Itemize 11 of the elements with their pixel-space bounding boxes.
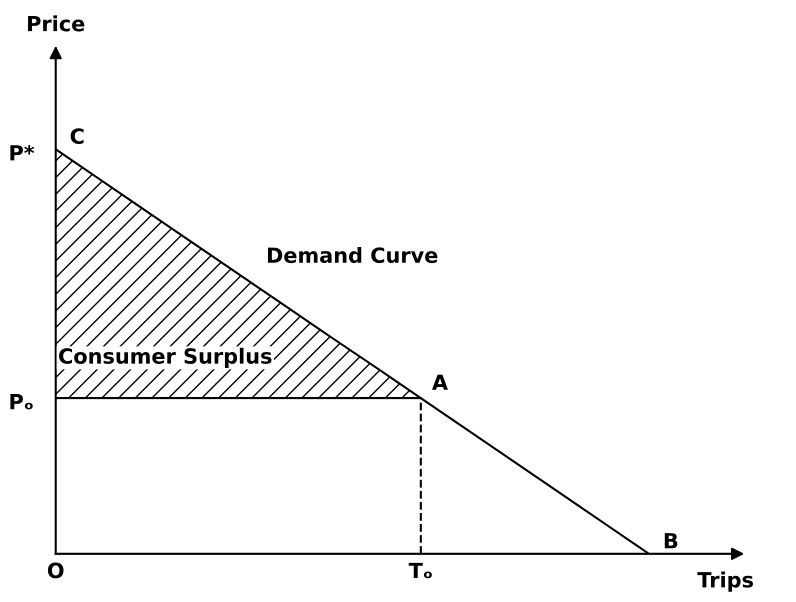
annotation: P* [10,144,34,160]
x-tick-label: O [48,562,64,578]
annotation: A [432,374,448,390]
series-label: Demand Curve [268,246,438,264]
series-label: Consumer Surplus [59,348,272,368]
x-tick-label: Tₒ [408,562,432,578]
annotation: C [70,128,84,144]
text: Price [28,15,84,32]
annotation: Pₒ [10,394,33,410]
annotation: B [664,533,678,548]
x-axis-title: Trips [697,572,753,592]
